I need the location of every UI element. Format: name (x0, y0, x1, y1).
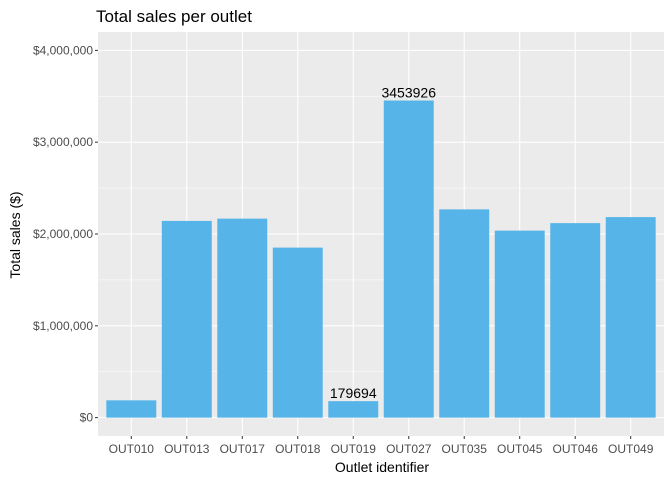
y-tick-label: $2,000,000 (33, 227, 93, 241)
chart-title: Total sales per outlet (96, 7, 252, 26)
x-tick-label: OUT045 (497, 442, 543, 456)
x-tick-label: OUT049 (608, 442, 654, 456)
bar-out049 (605, 217, 656, 418)
x-tick-label: OUT027 (386, 442, 432, 456)
bar-out027 (383, 100, 434, 418)
x-tick-label: OUT010 (109, 442, 155, 456)
y-axis-title: Total sales ($) (7, 191, 23, 278)
bars (106, 100, 656, 418)
bar-out035 (439, 209, 490, 418)
data-labels: 179694 3453926 (330, 85, 436, 402)
bar-out019 (328, 401, 379, 418)
x-tick-label: OUT019 (331, 442, 377, 456)
x-tick-label: OUT013 (164, 442, 210, 456)
bar-out010 (106, 400, 157, 418)
x-tick-label: OUT018 (275, 442, 321, 456)
y-tick-label: $1,000,000 (33, 319, 93, 333)
x-tick-label: OUT046 (553, 442, 599, 456)
y-tick-label: $3,000,000 (33, 135, 93, 149)
y-axis: $0 $1,000,000 $2,000,000 $3,000,000 $4,000,0… (33, 43, 98, 425)
bar-out045 (494, 230, 545, 418)
x-tick-label: OUT017 (220, 442, 266, 456)
x-axis-title: Outlet identifier (335, 459, 429, 475)
x-tick-label: OUT035 (442, 442, 488, 456)
x-axis: OUT010 OUT013 OUT017 OUT018 OUT019 OUT027 OUT0… (109, 436, 654, 456)
y-tick-label: $4,000,000 (33, 43, 93, 57)
data-label-out027: 3453926 (381, 85, 436, 101)
data-label-out019: 179694 (330, 385, 377, 401)
bar-out013 (161, 220, 212, 418)
bar-out017 (217, 218, 268, 418)
y-tick-label: $0 (80, 411, 94, 425)
bar-out018 (272, 247, 323, 418)
bar-out046 (550, 223, 601, 418)
